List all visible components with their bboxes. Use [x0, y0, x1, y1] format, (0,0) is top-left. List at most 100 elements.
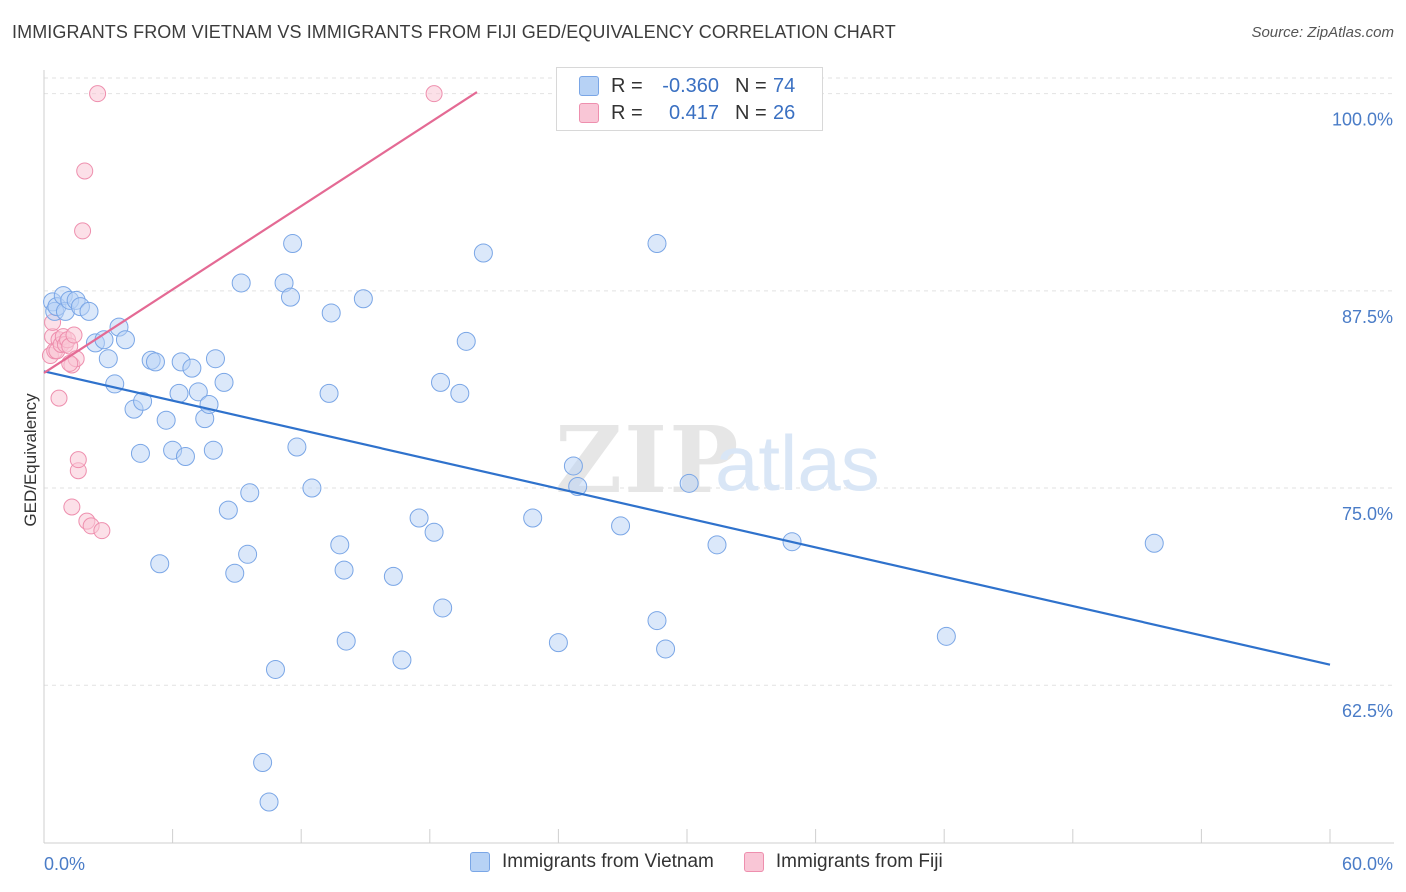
- legend-row-vietnam: R = -0.360 N = 74: [579, 73, 795, 99]
- vietnam-point: [523, 508, 543, 528]
- r-value-fiji: 0.417: [668, 101, 719, 124]
- vietnam-point: [205, 349, 225, 369]
- vietnam-point: [156, 410, 176, 430]
- r-value-vietnam: -0.360: [662, 74, 719, 97]
- vietnam-point: [265, 659, 285, 679]
- vietnam-legend-label: Immigrants from Vietnam: [502, 851, 714, 872]
- vietnam-point: [225, 563, 245, 583]
- legend-item-vietnam: Immigrants from Vietnam: [470, 851, 714, 873]
- vietnam-point: [611, 516, 631, 536]
- vietnam-point: [302, 478, 322, 498]
- vietnam-point: [336, 631, 356, 651]
- vietnam-point: [214, 372, 234, 392]
- fiji-swatch: [579, 103, 599, 123]
- vietnam-point: [203, 440, 223, 460]
- series-legend: Immigrants from Vietnam Immigrants from …: [470, 851, 973, 873]
- y-tick-label: 87.5%: [1342, 307, 1393, 327]
- fiji-point: [89, 85, 107, 103]
- watermark-zip: ZIP: [555, 406, 740, 514]
- vietnam-point: [321, 303, 341, 323]
- legend-item-fiji: Immigrants from Fiji: [743, 851, 943, 873]
- r-label: R =: [611, 74, 643, 97]
- vietnam-point: [231, 273, 251, 293]
- vietnam-point: [707, 535, 727, 555]
- fiji-points: [41, 85, 443, 540]
- vietnam-point: [548, 633, 568, 653]
- vietnam-point: [145, 352, 165, 372]
- fiji-point: [50, 389, 68, 407]
- fiji-trend-line: [43, 91, 478, 374]
- vietnam-point: [334, 560, 354, 580]
- vietnam-point: [188, 382, 208, 402]
- fiji-point: [61, 354, 79, 372]
- y-tick-label: 100.0%: [1332, 110, 1393, 130]
- vietnam-point: [283, 234, 303, 254]
- source-credit: Source: ZipAtlas.com: [1251, 24, 1394, 41]
- vietnam-point: [240, 483, 260, 503]
- n-label: N =: [735, 101, 767, 124]
- vietnam-points: [43, 234, 1164, 812]
- vietnam-point: [1144, 533, 1164, 553]
- fiji-point: [63, 498, 81, 516]
- vietnam-point: [253, 753, 273, 773]
- vietnam-point: [656, 639, 676, 659]
- vietnam-point: [383, 566, 403, 586]
- n-value-fiji: 26: [773, 101, 796, 124]
- n-label: N =: [735, 74, 767, 97]
- y-axis-label: GED/Equivalency: [21, 393, 40, 527]
- fiji-point: [74, 222, 92, 240]
- vietnam-point: [473, 243, 493, 263]
- watermark: ZIP atlas: [555, 406, 880, 514]
- vietnam-point: [98, 349, 118, 369]
- n-value-vietnam: 74: [773, 74, 796, 97]
- vietnam-point: [259, 792, 279, 812]
- watermark-atlas: atlas: [715, 419, 880, 507]
- vietnam-point: [679, 473, 699, 493]
- vietnam-point: [238, 544, 258, 564]
- r-label: R =: [611, 101, 643, 124]
- x-tick-label: 60.0%: [1342, 854, 1393, 874]
- trend-lines: [43, 91, 1331, 666]
- fiji-legend-label: Immigrants from Fiji: [775, 851, 943, 872]
- vietnam-point: [79, 301, 99, 321]
- vietnam-point: [936, 626, 956, 646]
- chart-title: IMMIGRANTS FROM VIETNAM VS IMMIGRANTS FR…: [12, 22, 896, 42]
- vietnam-point: [647, 611, 667, 631]
- vietnam-point: [150, 554, 170, 574]
- vietnam-point: [115, 330, 135, 350]
- fiji-point: [65, 326, 83, 344]
- vietnam-point: [647, 234, 667, 254]
- fiji-point: [69, 451, 87, 469]
- vietnam-point: [133, 391, 153, 411]
- axes: [43, 70, 1394, 844]
- tick-labels: 62.5% 75.0% 87.5% 100.0% 0.0% 60.0%: [44, 110, 1393, 874]
- vietnam-point: [182, 358, 202, 378]
- vietnam-point: [456, 331, 476, 351]
- grid-lines: [44, 77, 1394, 686]
- vietnam-point: [330, 535, 350, 555]
- vietnam-point: [319, 383, 339, 403]
- vietnam-point: [431, 372, 451, 392]
- vietnam-point: [105, 374, 125, 394]
- vietnam-point: [563, 456, 583, 476]
- fiji-point: [76, 162, 94, 180]
- stats-legend: R = -0.360 N = 74 R = 0.417 N = 26: [556, 67, 823, 131]
- vietnam-point: [424, 522, 444, 542]
- fiji-point: [425, 85, 443, 103]
- vietnam-point: [280, 287, 300, 307]
- vietnam-point: [130, 443, 150, 463]
- vietnam-trend-line: [43, 370, 1331, 666]
- vietnam-point: [287, 437, 307, 457]
- y-tick-label: 62.5%: [1342, 701, 1393, 721]
- vietnam-point: [175, 447, 195, 466]
- vietnam-point: [433, 598, 453, 618]
- vietnam-legend-swatch: [470, 852, 490, 872]
- y-tick-label: 75.0%: [1342, 504, 1393, 524]
- vietnam-swatch: [579, 76, 599, 96]
- fiji-legend-swatch: [743, 852, 764, 872]
- fiji-point: [93, 522, 111, 540]
- vietnam-point: [450, 383, 470, 403]
- vietnam-point: [353, 289, 373, 309]
- vietnam-point: [409, 508, 429, 528]
